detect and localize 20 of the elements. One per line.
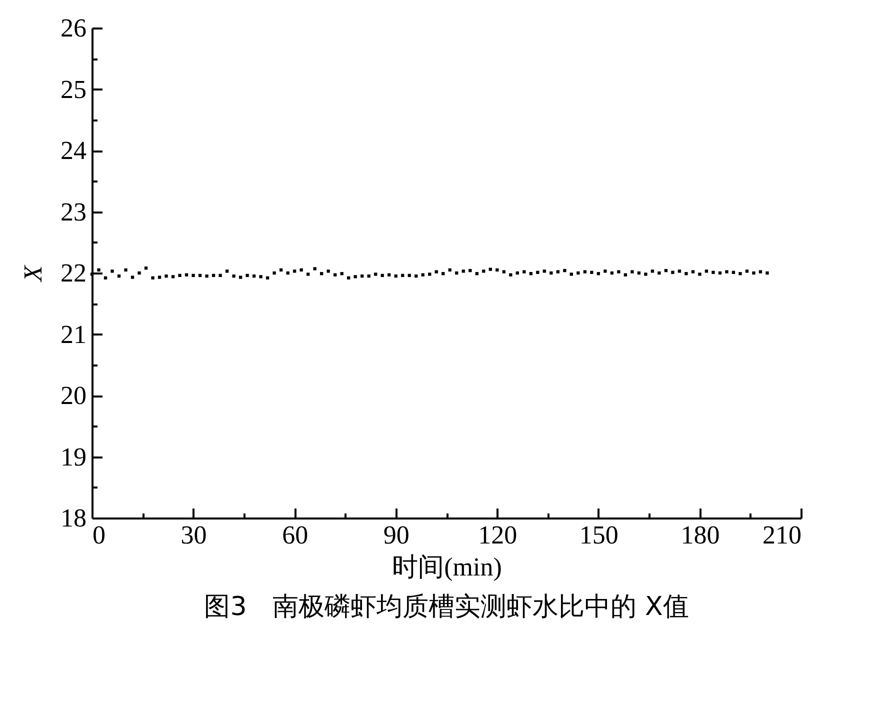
y-tick-label: 24 bbox=[60, 136, 86, 165]
text: 图3 南极磷虾均质槽实测虾水比中的 X值 bbox=[204, 592, 689, 622]
x-axis-title: 时间(min) bbox=[392, 552, 502, 582]
x-tick-label: 30 bbox=[180, 520, 207, 550]
y-tick-label: 21 bbox=[60, 320, 86, 349]
x-tick-label: 180 bbox=[680, 520, 720, 550]
y-tick-label: 25 bbox=[60, 74, 86, 104]
x-tick-label: 90 bbox=[383, 520, 410, 550]
y-tick-label: 26 bbox=[60, 14, 86, 42]
y-tick-label: 20 bbox=[60, 381, 86, 410]
x-tick-label: 120 bbox=[478, 520, 518, 550]
y-axis-title: X bbox=[18, 264, 48, 282]
x-tick-label: 60 bbox=[282, 520, 308, 550]
y-tick-label: 19 bbox=[60, 442, 86, 472]
x-tick-label: 150 bbox=[579, 520, 618, 550]
x-tick-label: 0 bbox=[92, 520, 106, 550]
y-tick-label: 18 bbox=[60, 504, 86, 532]
y-tick-label: 23 bbox=[60, 197, 86, 226]
y-tick-label: 22 bbox=[60, 258, 86, 288]
x-tick-label: 210 bbox=[762, 520, 802, 550]
